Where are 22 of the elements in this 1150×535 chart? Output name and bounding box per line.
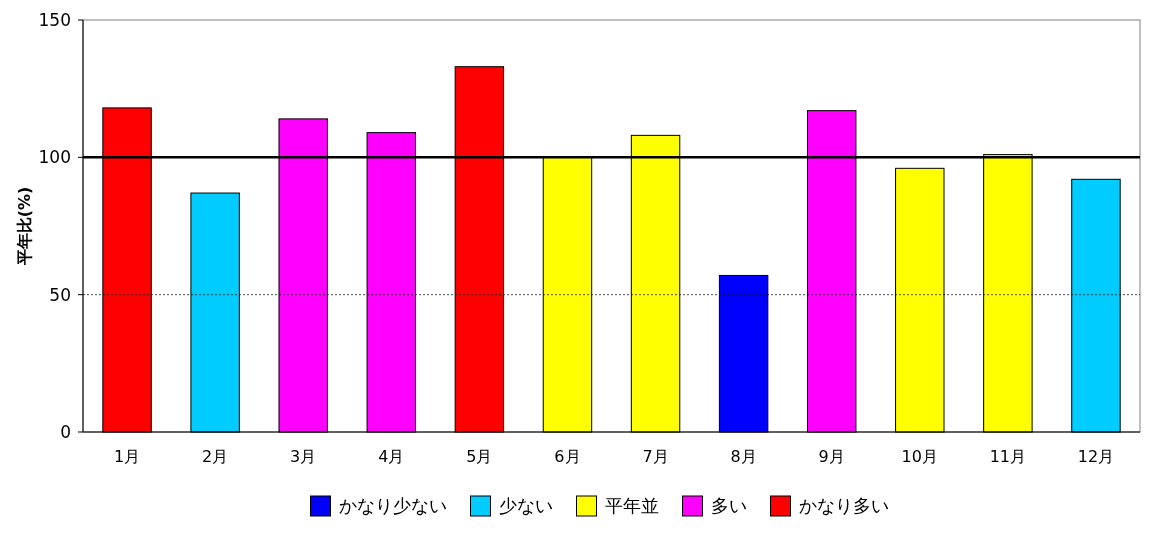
y-tick-label: 150	[38, 9, 71, 30]
x-tick-label: 2月	[202, 447, 229, 466]
legend-label: 多い	[710, 495, 747, 516]
y-tick-label: 100	[38, 147, 71, 168]
y-tick-label: 0	[60, 421, 71, 442]
x-tick-label: 8月	[730, 447, 757, 466]
legend-label: かなり少ない	[338, 495, 447, 516]
x-tick-label: 12月	[1077, 447, 1115, 466]
x-tick-label: 3月	[290, 447, 317, 466]
legend-label: 少ない	[498, 495, 553, 516]
y-axis-title: 平年比(%)	[15, 186, 34, 267]
x-tick-label: 9月	[818, 447, 845, 466]
legend-label: 平年並	[604, 495, 659, 516]
x-tick-label: 7月	[642, 447, 669, 466]
x-tick-label: 1月	[113, 447, 141, 466]
x-tick-label: 6月	[554, 447, 581, 466]
legend-label: かなり多い	[798, 495, 889, 516]
x-tick-label: 10月	[901, 447, 938, 466]
y-tick-label: 50	[49, 284, 71, 305]
x-tick-label: 4月	[378, 447, 405, 466]
x-tick-label: 11月	[989, 447, 1027, 466]
x-tick-label: 5月	[466, 447, 493, 466]
